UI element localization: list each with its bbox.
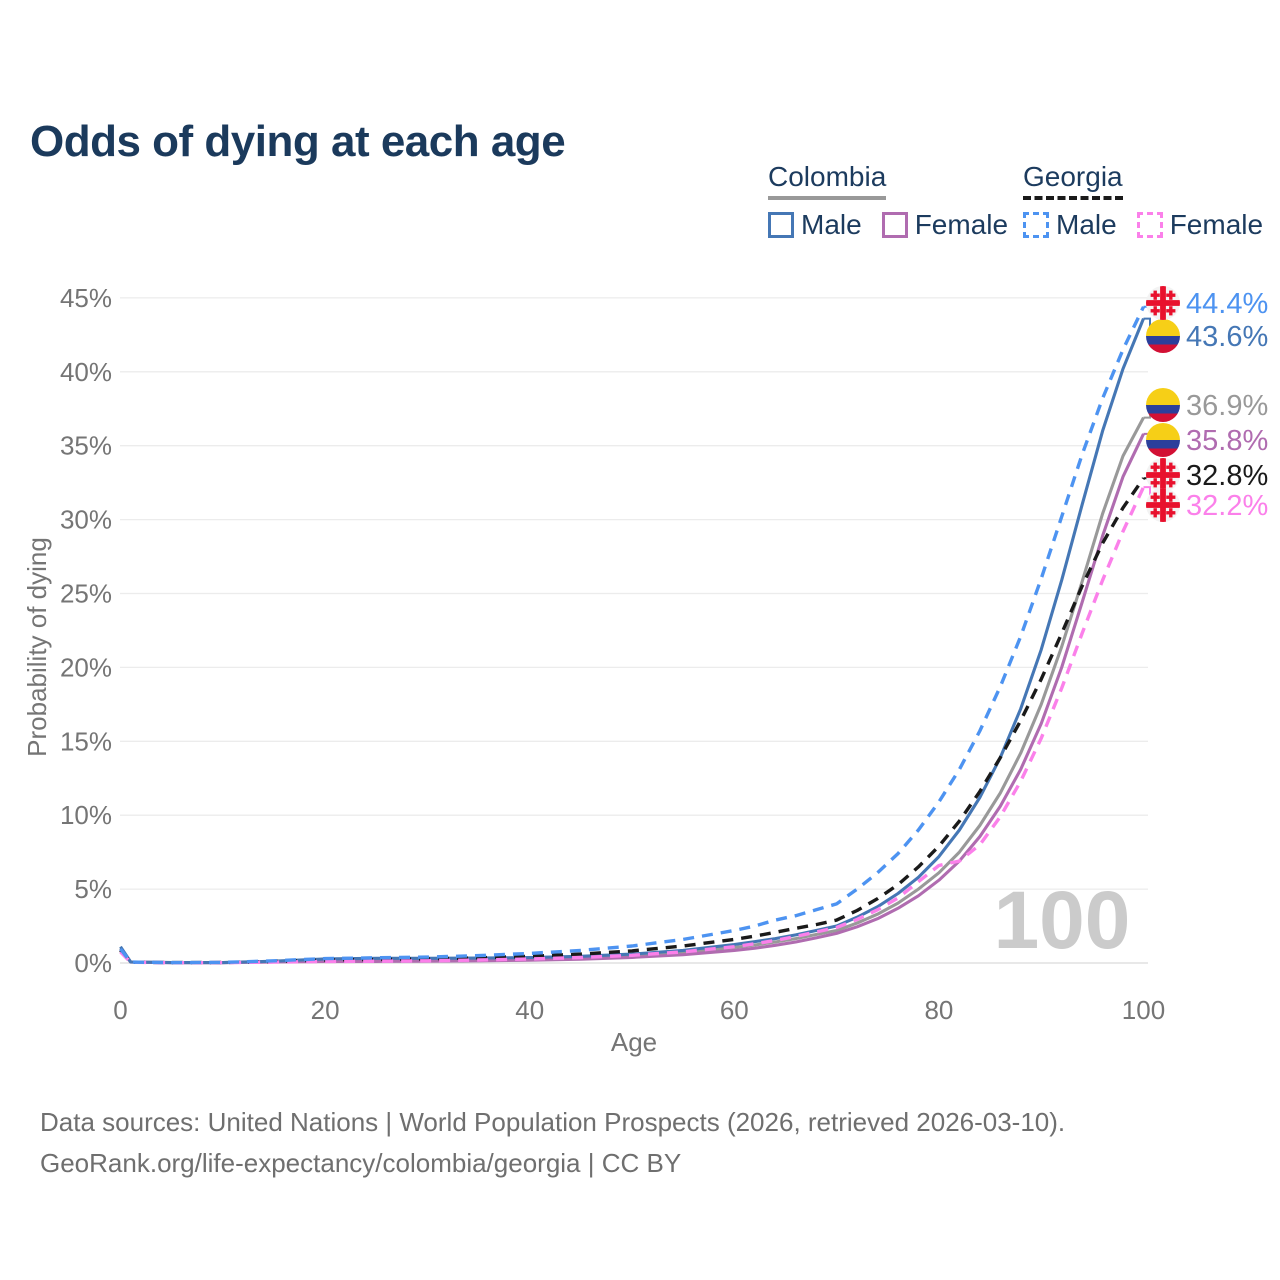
- x-axis-title: Age: [611, 1027, 657, 1057]
- legend-label-georgia-female: Female: [1169, 209, 1264, 240]
- colombia-flag-icon: [1146, 388, 1180, 422]
- series-line-colombia-average: [119, 416, 1145, 965]
- legend-country-georgia: Georgia: [1023, 161, 1123, 200]
- georgia-flag-icon: [1146, 458, 1180, 492]
- x-tick-label: 60: [720, 995, 749, 1025]
- end-label-colombia-male: 43.6%: [1186, 321, 1268, 353]
- x-tick-label: 100: [1122, 995, 1165, 1025]
- georgia-female-swatch-icon[interactable]: [1136, 212, 1163, 238]
- y-tick-label: 20%: [60, 652, 112, 682]
- legend-item-georgia-male[interactable]: Male: [1023, 209, 1117, 241]
- end-label-colombia-female: 35.8%: [1186, 425, 1268, 457]
- legend-label-georgia-male: Male: [1056, 209, 1117, 240]
- series-line-georgia-average: [119, 477, 1145, 965]
- x-tick-label: 0: [113, 995, 127, 1025]
- y-tick-label: 25%: [60, 579, 112, 609]
- series-line-colombia-male: [119, 318, 1145, 965]
- colombia-flag-icon: [1146, 319, 1180, 353]
- end-label-georgia-female: 32.2%: [1186, 490, 1268, 522]
- legend-item-colombia-male[interactable]: Male: [768, 209, 862, 241]
- y-tick-label: 40%: [60, 357, 112, 387]
- footer-data-sources: Data sources: United Nations | World Pop…: [40, 1107, 1066, 1137]
- legend-label-colombia-female: Female: [914, 209, 1009, 240]
- y-axis-title: Probability of dying: [22, 537, 52, 757]
- x-tick-label: 80: [924, 995, 953, 1025]
- y-tick-label: 5%: [74, 874, 112, 904]
- georgia-male-swatch-icon[interactable]: [1023, 212, 1049, 238]
- page-title: Odds of dying at each age: [30, 117, 566, 167]
- legend-group-georgia: Georgia Male Female: [1023, 161, 1280, 241]
- end-label-georgia-average: 32.8%: [1186, 460, 1268, 492]
- series-line-georgia-male: [119, 306, 1146, 965]
- footer-attribution: GeoRank.org/life-expectancy/colombia/geo…: [40, 1148, 682, 1178]
- series-line-georgia-female: [119, 486, 1146, 965]
- y-tick-label: 15%: [60, 726, 112, 756]
- legend-item-georgia-female[interactable]: Female: [1136, 209, 1264, 241]
- colombia-female-swatch-icon[interactable]: [881, 212, 908, 238]
- footer: Data sources: United Nations | World Pop…: [40, 1102, 1065, 1184]
- legend-label-colombia-male: Male: [801, 209, 862, 240]
- legend-item-colombia-female[interactable]: Female: [881, 209, 1009, 241]
- georgia-flag-icon: [1146, 488, 1180, 522]
- y-tick-label: 35%: [60, 431, 112, 461]
- series-line-colombia-female: [119, 433, 1145, 965]
- georgia-flag-icon: [1146, 286, 1180, 320]
- end-label-colombia-average: 36.9%: [1186, 390, 1268, 422]
- legend-group-colombia: Colombia Male Female: [768, 161, 1028, 241]
- legend-country-colombia: Colombia: [768, 161, 887, 200]
- colombia-male-swatch-icon[interactable]: [768, 212, 794, 238]
- y-tick-label: 30%: [60, 505, 112, 535]
- y-tick-label: 10%: [60, 800, 112, 830]
- y-tick-label: 0%: [74, 948, 112, 978]
- watermark-label: 100: [994, 875, 1131, 966]
- x-tick-label: 40: [515, 995, 544, 1025]
- colombia-flag-icon: [1146, 423, 1180, 457]
- end-label-georgia-male: 44.4%: [1186, 288, 1268, 320]
- x-tick-label: 20: [311, 995, 340, 1025]
- y-tick-label: 45%: [60, 283, 112, 313]
